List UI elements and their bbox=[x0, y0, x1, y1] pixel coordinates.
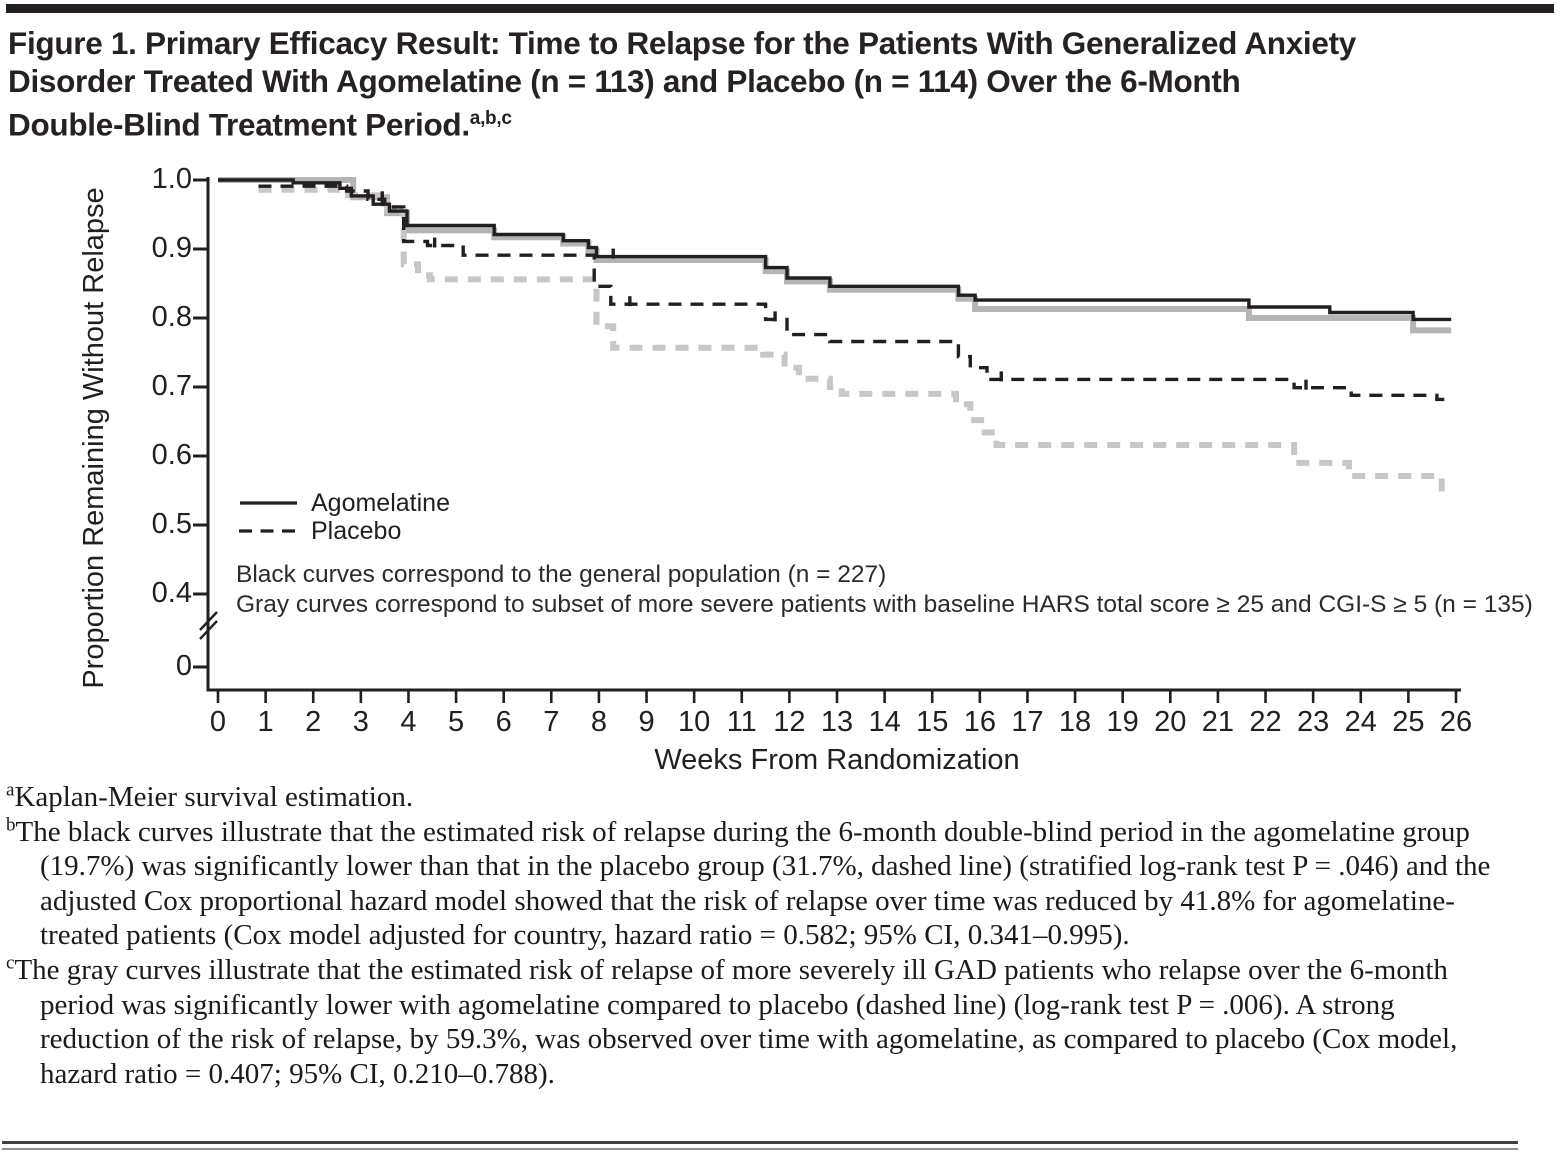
footnote-c: cThe gray curves illustrate that the est… bbox=[6, 952, 1458, 1090]
y-tick-label: 0.7 bbox=[151, 370, 192, 402]
x-tick-label: 16 bbox=[963, 706, 996, 738]
footnotes-block: aKaplan-Meier survival estimation. bThe … bbox=[6, 780, 1498, 1091]
x-tick-label: 13 bbox=[820, 706, 854, 738]
x-tick-label: 26 bbox=[1439, 706, 1473, 738]
figure-title-line-3: Double-Blind Treatment Period.a,b,c bbox=[8, 106, 512, 143]
x-tick-label: 1 bbox=[257, 706, 274, 738]
legend-label-placebo: Placebo bbox=[311, 517, 402, 545]
y-tick-label: 0.5 bbox=[151, 508, 192, 540]
figure-title-line-1: Figure 1. Primary Efficacy Result: Time … bbox=[8, 25, 1357, 61]
x-tick-label: 12 bbox=[773, 706, 806, 738]
curve-placebo-severe bbox=[258, 186, 1446, 495]
x-tick-label: 25 bbox=[1392, 706, 1425, 738]
x-tick-label: 2 bbox=[305, 706, 322, 738]
x-tick-label: 0 bbox=[209, 706, 227, 738]
footnote-a: aKaplan-Meier survival estimation. bbox=[6, 779, 414, 813]
y-tick-label: 0.9 bbox=[151, 232, 192, 264]
x-tick-label: 20 bbox=[1154, 706, 1187, 738]
axis-break-mark bbox=[199, 620, 218, 640]
x-tick-label: 8 bbox=[590, 706, 607, 738]
annotation-gray-curves: Gray curves correspond to subset of more… bbox=[236, 591, 1533, 618]
x-tick-label: 14 bbox=[868, 706, 901, 738]
x-tick-label: 7 bbox=[543, 706, 560, 738]
x-tick-label: 18 bbox=[1058, 706, 1092, 738]
curve-agomelatine-general bbox=[218, 178, 1452, 322]
x-tick-label: 3 bbox=[352, 706, 369, 738]
y-tick-label: 0.4 bbox=[151, 577, 192, 609]
y-tick-label: 0.6 bbox=[151, 439, 192, 471]
x-tick-label: 11 bbox=[726, 706, 757, 738]
curve-placebo-general bbox=[258, 184, 1449, 402]
x-tick-label: 24 bbox=[1344, 706, 1377, 738]
figure-title-line-2: Disorder Treated With Agomelatine (n = 1… bbox=[8, 63, 1241, 99]
x-tick-label: 17 bbox=[1011, 706, 1044, 738]
axis-break-mark bbox=[199, 611, 218, 631]
y-axis-label: Proportion Remaining Without Relapse bbox=[78, 187, 110, 689]
x-tick-label: 23 bbox=[1297, 706, 1330, 738]
legend-label-agomelatine: Agomelatine bbox=[311, 489, 450, 517]
figure-title: Figure 1. Primary Efficacy Result: Time … bbox=[8, 24, 1556, 144]
footnote-b: bThe black curves illustrate that the es… bbox=[6, 813, 1491, 952]
x-tick-label: 5 bbox=[447, 706, 465, 738]
title-footnote-marks: a,b,c bbox=[469, 108, 512, 129]
x-tick-label: 10 bbox=[678, 706, 711, 738]
top-rule-bar bbox=[6, 4, 1554, 13]
x-tick-label: 21 bbox=[1201, 706, 1235, 738]
y-tick-label: 1.0 bbox=[151, 163, 192, 195]
x-axis-label: Weeks From Randomization bbox=[654, 744, 1020, 776]
x-tick-label: 6 bbox=[495, 706, 512, 738]
x-tick-label: 22 bbox=[1249, 706, 1282, 738]
bottom-double-rule bbox=[2, 1141, 1518, 1150]
x-tick-label: 15 bbox=[916, 706, 949, 738]
x-tick-label: 9 bbox=[638, 706, 655, 738]
x-tick-label: 19 bbox=[1106, 706, 1139, 738]
y-tick-label: 0 bbox=[175, 650, 192, 682]
annotation-black-curves: Black curves correspond to the general p… bbox=[236, 561, 887, 588]
y-tick-label: 0.8 bbox=[151, 301, 192, 333]
x-tick-label: 4 bbox=[400, 706, 417, 738]
